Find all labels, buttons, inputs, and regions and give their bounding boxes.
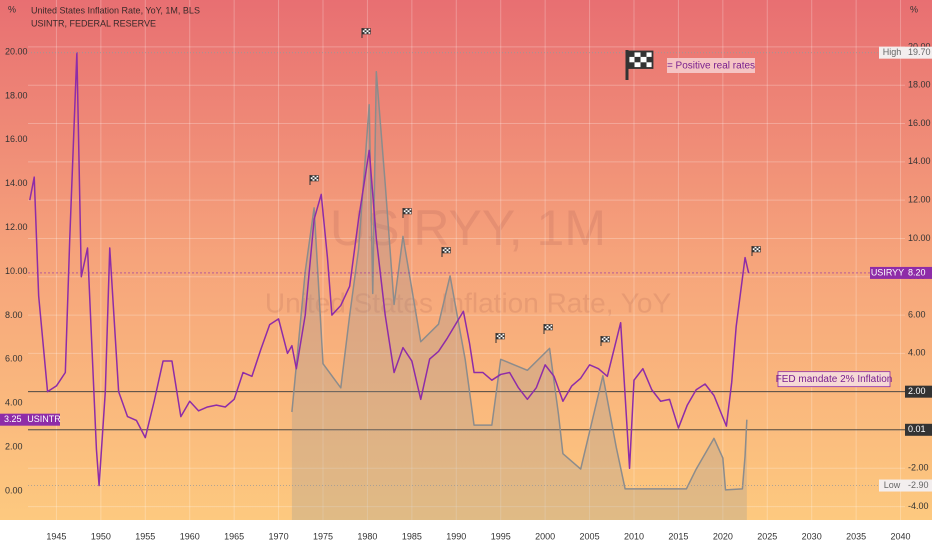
x-tick-label: 1995: [491, 531, 511, 541]
y-tick-label: 8.00: [5, 310, 23, 320]
legend-text: = Positive real rates: [667, 61, 755, 72]
price-name: USIRYY: [871, 267, 904, 277]
axis-label: 0.01: [908, 424, 926, 434]
background: [0, 0, 932, 520]
y-tick-label: 10.00: [5, 266, 28, 276]
chart-subtitle: USINTR, FEDERAL RESERVE: [31, 18, 156, 28]
x-tick-label: 2040: [891, 531, 911, 541]
x-tick-label: 1975: [313, 531, 333, 541]
y-tick-label: 0.00: [5, 485, 23, 495]
x-tick-label: 2025: [757, 531, 777, 541]
extreme-name: High: [883, 47, 902, 57]
y2-tick-label: 12.00: [908, 195, 931, 205]
chart-title: United States Inflation Rate, YoY, 1M, B…: [31, 5, 200, 15]
reference-label: FED mandate 2% Inflation: [776, 374, 893, 385]
x-tick-label: 1970: [269, 531, 289, 541]
y-tick-label: 20.00: [5, 46, 28, 56]
y2-tick-label: 10.00: [908, 233, 931, 243]
y2-tick-label: 18.00: [908, 80, 931, 90]
x-tick-label: 1950: [91, 531, 111, 541]
legend-box: [667, 58, 755, 73]
x-tick-label: 2030: [802, 531, 822, 541]
y2-tick-label: 14.00: [908, 156, 931, 166]
x-tick-label: 2000: [535, 531, 555, 541]
x-tick-label: 2035: [846, 531, 866, 541]
y-tick-label: 2.00: [5, 442, 23, 452]
extreme-value-box: [905, 46, 932, 59]
extreme-value: -2.90: [908, 480, 929, 490]
y2-unit: %: [910, 4, 918, 14]
x-tick-label: 2015: [668, 531, 688, 541]
y-tick-label: 18.00: [5, 90, 28, 100]
y2-tick-label: 16.00: [908, 118, 931, 128]
watermark-subtitle: United States Inflation Rate, YoY: [265, 287, 672, 318]
y-tick-label: 6.00: [5, 354, 23, 364]
price-name-box: [870, 266, 905, 279]
price-value-box: [905, 266, 932, 279]
x-tick-label: 1985: [402, 531, 422, 541]
series-line: [291, 71, 748, 491]
x-tick-label: 2005: [580, 531, 600, 541]
y-tick-label: 12.00: [5, 222, 28, 232]
extreme-value: 19.70: [908, 47, 931, 57]
y2-tick-label: 4.00: [908, 348, 926, 358]
y2-tick-label: -4.00: [908, 501, 929, 511]
series-area: [291, 71, 747, 520]
plot: [28, 0, 905, 520]
x-tick-label: 1945: [46, 531, 66, 541]
x-tick-label: 1990: [446, 531, 466, 541]
y-tick-label: 4.00: [5, 398, 23, 408]
axis-label: 2.00: [908, 386, 926, 396]
price-value-box: [0, 413, 28, 426]
y2-tick-label: 6.00: [908, 309, 926, 319]
price-name-box: [28, 413, 60, 426]
x-tick-label: 1965: [224, 531, 244, 541]
reference-label-box: [777, 371, 891, 388]
extreme-name-box: [879, 46, 905, 59]
y-tick-label: 16.00: [5, 134, 28, 144]
x-axis-area: [0, 520, 932, 550]
y2-tick-label: -2.00: [908, 463, 929, 473]
axis-label-box: [905, 385, 932, 398]
extreme-name-box: [879, 479, 905, 492]
x-tick-label: 1960: [180, 531, 200, 541]
y-unit: %: [8, 4, 16, 14]
price-value: 3.25: [4, 414, 22, 424]
x-tick-label: 2020: [713, 531, 733, 541]
x-tick-label: 2010: [624, 531, 644, 541]
axis-label-box: [905, 423, 932, 436]
x-tick-label: 1955: [135, 531, 155, 541]
x-tick-label: 1980: [357, 531, 377, 541]
y-tick-label: 14.00: [5, 178, 28, 188]
extreme-name: Low: [884, 480, 901, 490]
price-value: 8.20: [908, 267, 926, 277]
price-name: USINTR: [27, 414, 61, 424]
y2-tick-label: 20.00: [908, 41, 931, 51]
extreme-value-box: [905, 479, 932, 492]
series-line: [29, 51, 750, 487]
